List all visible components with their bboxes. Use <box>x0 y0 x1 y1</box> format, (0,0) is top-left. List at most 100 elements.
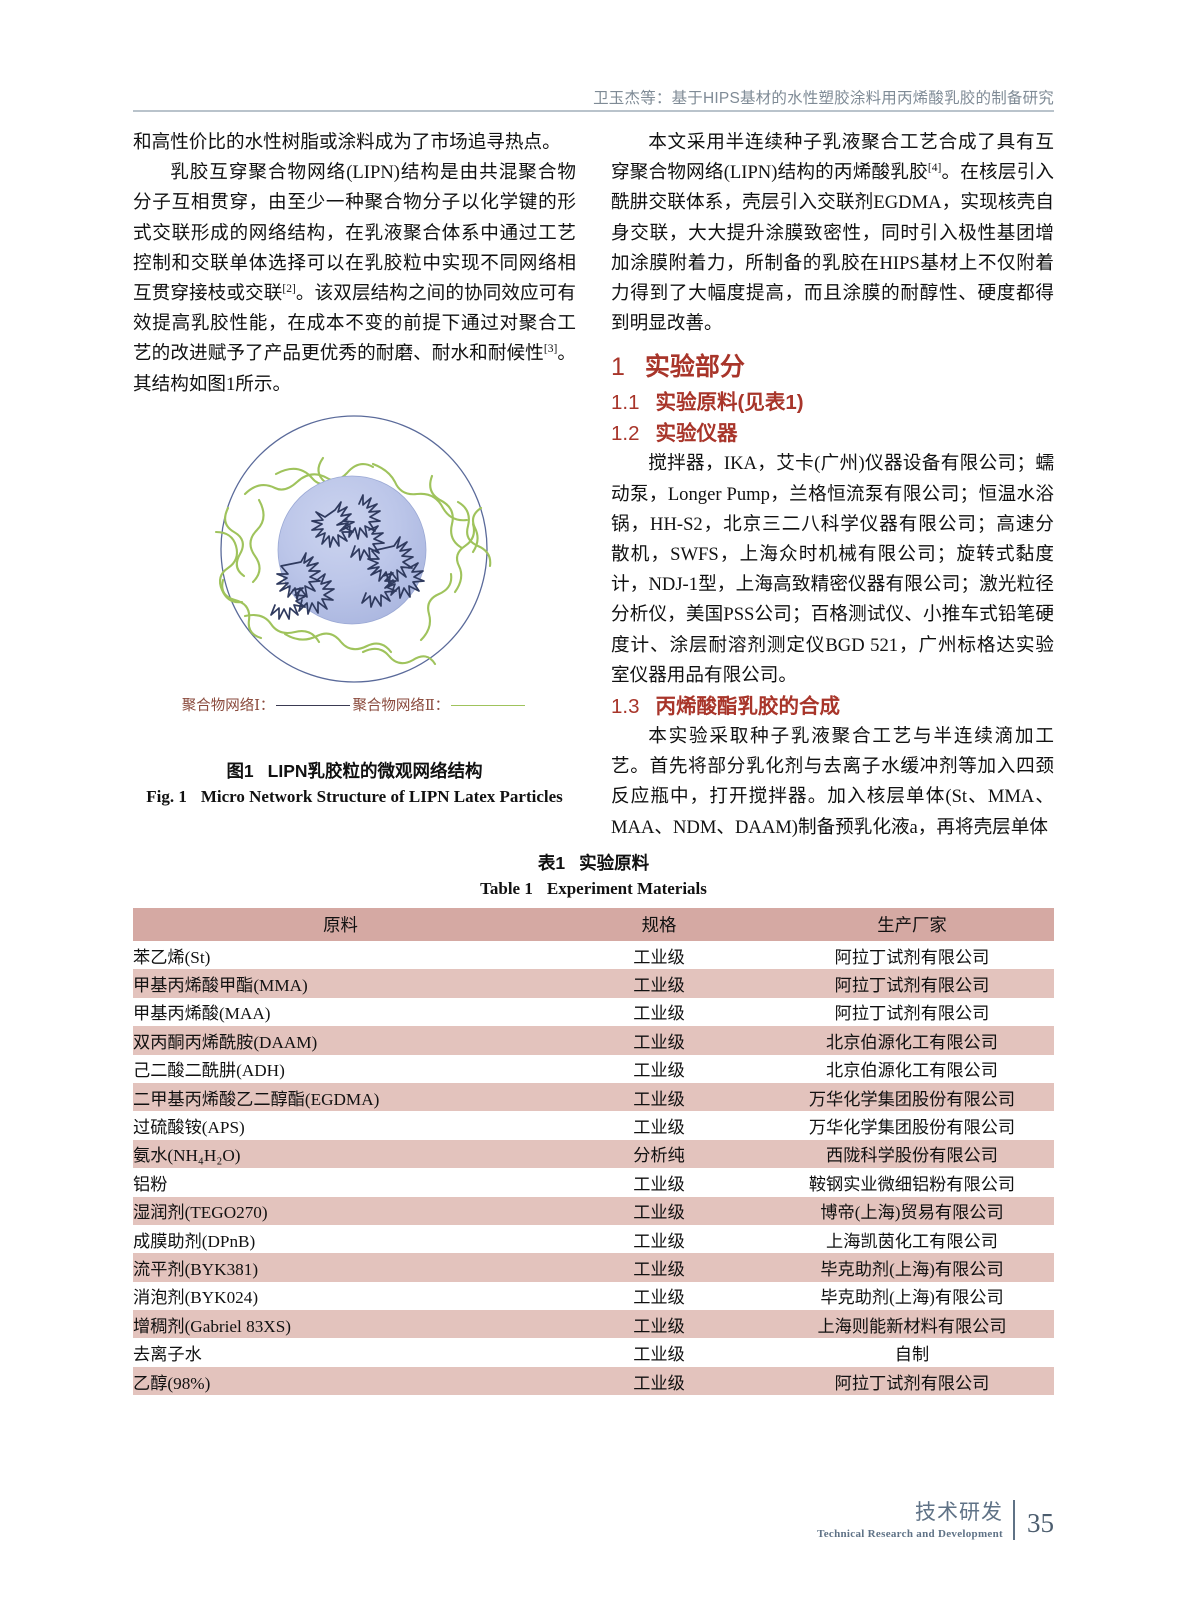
table-row: 己二酸二酰肼(ADH) 工业级 北京伯源化工有限公司 <box>133 1054 1054 1083</box>
cell-manufacturer: 鞍钢实业微细铝粉有限公司 <box>770 1168 1054 1197</box>
page-footer: 技术研发 Technical Research and Development … <box>817 1500 1054 1540</box>
figure-1-legend: 聚合物网络Ⅰ： 聚合物网络Ⅱ： <box>133 694 576 728</box>
cell-spec: 工业级 <box>548 1310 770 1339</box>
section-title-1-3: 丙烯酸酯乳胶的合成 <box>655 695 841 719</box>
cell-material: 流平剂(BYK381) <box>133 1253 548 1282</box>
table-row: 增稠剂(Gabriel 83XS) 工业级 上海则能新材料有限公司 <box>133 1310 1054 1339</box>
paragraph-synthesis-procedure: 本实验采取种子乳液聚合工艺与半连续滴加工艺。首先将部分乳化剂与去离子水缓冲剂等加… <box>611 726 1054 838</box>
footer-divider <box>1013 1500 1015 1540</box>
table-header-row: 原料 规格 生产厂家 <box>133 908 1054 941</box>
table-row: 流平剂(BYK381) 工业级 毕克助剂(上海)有限公司 <box>133 1253 1054 1282</box>
paragraph-instruments: 搅拌器，IKA，艾卡(广州)仪器设备有限公司；蠕动泵，Longer Pump，兰… <box>611 453 1054 686</box>
cell-manufacturer: 阿拉丁试剂有限公司 <box>770 997 1054 1027</box>
cell-spec: 工业级 <box>548 1111 770 1140</box>
polymer-network-1-coils <box>270 494 425 620</box>
section-title-1-2: 实验仪器 <box>655 422 738 446</box>
cell-material: 甲基丙烯酸(MAA) <box>133 997 548 1027</box>
table-body: 苯乙烯(St) 工业级 阿拉丁试剂有限公司 甲基丙烯酸甲酯(MMA) 工业级 阿拉丁试剂有… <box>133 941 1054 1396</box>
cell-material: 铝粉 <box>133 1168 548 1197</box>
cell-material: 增稠剂(Gabriel 83XS) <box>133 1310 548 1339</box>
figure-1-title-en: Micro Network Structure of LIPN Latex Pa… <box>200 787 563 806</box>
reference-marker-2: [2] <box>282 282 296 295</box>
table-1-label-en: Table 1 <box>480 879 533 898</box>
table-row: 氨水(NH₄H₂O) 分析纯 西陇科学股份有限公司 <box>133 1139 1054 1169</box>
cell-spec: 工业级 <box>548 1253 770 1282</box>
cell-spec: 工业级 <box>548 1224 770 1254</box>
section-number-1: 1 <box>611 353 625 382</box>
table-row: 湿润剂(TEGO270) 工业级 博帝(上海)贸易有限公司 <box>133 1196 1054 1225</box>
legend-label-network-2: 聚合物网络Ⅱ： <box>352 698 450 714</box>
paragraph-synthesis-overview: 本文采用半连续种子乳液聚合工艺合成了具有互穿聚合物网络(LIPN)结构的丙烯酸乳… <box>611 128 1054 339</box>
cell-spec: 工业级 <box>548 1082 770 1112</box>
cell-manufacturer: 西陇科学股份有限公司 <box>770 1139 1054 1169</box>
table-1-caption-cn: 表1 实验原料 <box>133 850 1054 876</box>
table-row: 双丙酮丙烯酰胺(DAAM) 工业级 北京伯源化工有限公司 <box>133 1026 1054 1055</box>
table-1-title-cn: 实验原料 <box>579 853 650 873</box>
paragraph-lipn-structure: 乳胶互穿聚合物网络(LIPN)结构是由共混聚合物分子互相贯穿，由至少一种聚合物分… <box>133 158 576 400</box>
table-1-title-en: Experiment Materials <box>546 879 707 898</box>
section-number-1-1: 1.1 <box>611 391 640 415</box>
reference-marker-3: [3] <box>543 343 558 356</box>
table-row: 去离子水 工业级 自制 <box>133 1338 1054 1367</box>
cell-material: 消泡剂(BYK024) <box>133 1281 548 1311</box>
cell-spec: 工业级 <box>548 1196 770 1225</box>
cell-spec: 分析纯 <box>548 1139 770 1169</box>
cell-spec: 工业级 <box>548 997 770 1027</box>
cell-spec: 工业级 <box>548 969 770 998</box>
figure-1-caption-en: Fig. 1 Micro Network Structure of LIPN La… <box>133 784 576 810</box>
table-row: 成膜助剂(DPnB) 工业级 上海凯茵化工有限公司 <box>133 1224 1054 1254</box>
section-number-1-2: 1.2 <box>611 422 640 446</box>
cell-manufacturer: 北京伯源化工有限公司 <box>770 1054 1054 1083</box>
section-title-1-1: 实验原料(见表1) <box>655 391 804 415</box>
paragraph-text: 。该双层结构之间的协同效应可有效提高乳胶性能，在成本不变的前提下通过对聚合工艺的… <box>133 283 576 365</box>
column-header-spec: 规格 <box>548 908 770 941</box>
table-1-caption-en: Table 1 Experiment Materials <box>133 876 1054 902</box>
footer-section-cn: 技术研发 <box>915 1501 1003 1524</box>
cell-material: 双丙酮丙烯酰胺(DAAM) <box>133 1026 548 1055</box>
cell-spec: 工业级 <box>548 1026 770 1055</box>
figure-1-label-en: Fig. 1 <box>146 787 187 806</box>
cell-spec: 工业级 <box>548 1168 770 1197</box>
section-heading-1: 1 实验部分 <box>611 339 1054 387</box>
cell-manufacturer: 博帝(上海)贸易有限公司 <box>770 1196 1054 1225</box>
table-row: 过硫酸铵(APS) 工业级 万华化学集团股份有限公司 <box>133 1111 1054 1140</box>
paragraph-text: 本文采用半连续种子乳液聚合工艺合成了具有互穿聚合物网络(LIPN)结构的丙烯酸乳… <box>611 132 1054 184</box>
cell-spec: 工业级 <box>548 1366 770 1396</box>
figure-1-title-cn: LIPN乳胶粒的微观网络结构 <box>267 761 483 781</box>
section-number-1-3: 1.3 <box>611 695 640 719</box>
table-1-label-cn: 表1 <box>537 853 566 873</box>
cell-manufacturer: 上海凯茵化工有限公司 <box>770 1224 1054 1254</box>
cell-material: 氨水(NH₄H₂O) <box>133 1139 548 1169</box>
page-number: 35 <box>1027 1508 1054 1538</box>
cell-manufacturer: 自制 <box>770 1338 1054 1367</box>
experiment-materials-table: 原料 规格 生产厂家 苯乙烯(St) 工业级 阿拉丁试剂有限公司 甲基丙烯酸甲酯(MM… <box>133 908 1054 1396</box>
cell-material: 二甲基丙烯酸乙二醇酯(EGDMA) <box>133 1082 548 1112</box>
right-column: 本文采用半连续种子乳液聚合工艺合成了具有互穿聚合物网络(LIPN)结构的丙烯酸乳… <box>611 128 1054 843</box>
legend-swatch-network-1 <box>276 704 351 706</box>
figure-1: 聚合物网络Ⅰ： 聚合物网络Ⅱ： 图1 LIPN乳胶粒的微观网络结构 Fig. 1 Mi… <box>133 404 576 810</box>
legend-label-network-1: 聚合物网络Ⅰ： <box>181 698 275 714</box>
cell-material: 湿润剂(TEGO270) <box>133 1196 548 1225</box>
table-row: 甲基丙烯酸甲酯(MMA) 工业级 阿拉丁试剂有限公司 <box>133 969 1054 998</box>
figure-1-canvas <box>133 404 576 694</box>
section-heading-1-1: 1.1 实验原料(见表1) <box>611 387 1054 418</box>
figure-1-caption-cn: 图1 LIPN乳胶粒的微观网络结构 <box>133 758 576 784</box>
cell-material: 苯乙烯(St) <box>133 941 548 970</box>
cell-material: 己二酸二酰肼(ADH) <box>133 1054 548 1083</box>
cell-spec: 工业级 <box>548 941 770 970</box>
section-heading-1-2: 1.2 实验仪器 <box>611 418 1054 449</box>
footer-section-label: 技术研发 Technical Research and Development <box>817 1502 1003 1540</box>
paragraph-text: 乳胶互穿聚合物网络(LIPN)结构是由共混聚合物分子互相贯穿，由至少一种聚合物分… <box>133 162 576 305</box>
paragraph-text: 。在核层引入酰肼交联体系，壳层引入交联剂EGDMA，实现核壳自身交联，大大提升涂… <box>611 162 1054 335</box>
table-row: 铝粉 工业级 鞍钢实业微细铝粉有限公司 <box>133 1168 1054 1197</box>
cell-manufacturer: 阿拉丁试剂有限公司 <box>770 1366 1054 1396</box>
cell-material: 甲基丙烯酸甲酯(MMA) <box>133 969 548 998</box>
running-head-rule <box>133 110 1054 112</box>
table-row: 苯乙烯(St) 工业级 阿拉丁试剂有限公司 <box>133 941 1054 970</box>
column-header-manufacturer: 生产厂家 <box>770 908 1054 941</box>
left-column: 和高性价比的水性树脂或涂料成为了市场追寻热点。 乳胶互穿聚合物网络(LIPN)结… <box>133 128 576 400</box>
cell-manufacturer: 上海则能新材料有限公司 <box>770 1310 1054 1339</box>
table-row: 甲基丙烯酸(MAA) 工业级 阿拉丁试剂有限公司 <box>133 997 1054 1027</box>
cell-material: 乙醇(98%) <box>133 1366 548 1396</box>
cell-manufacturer: 毕克助剂(上海)有限公司 <box>770 1281 1054 1311</box>
